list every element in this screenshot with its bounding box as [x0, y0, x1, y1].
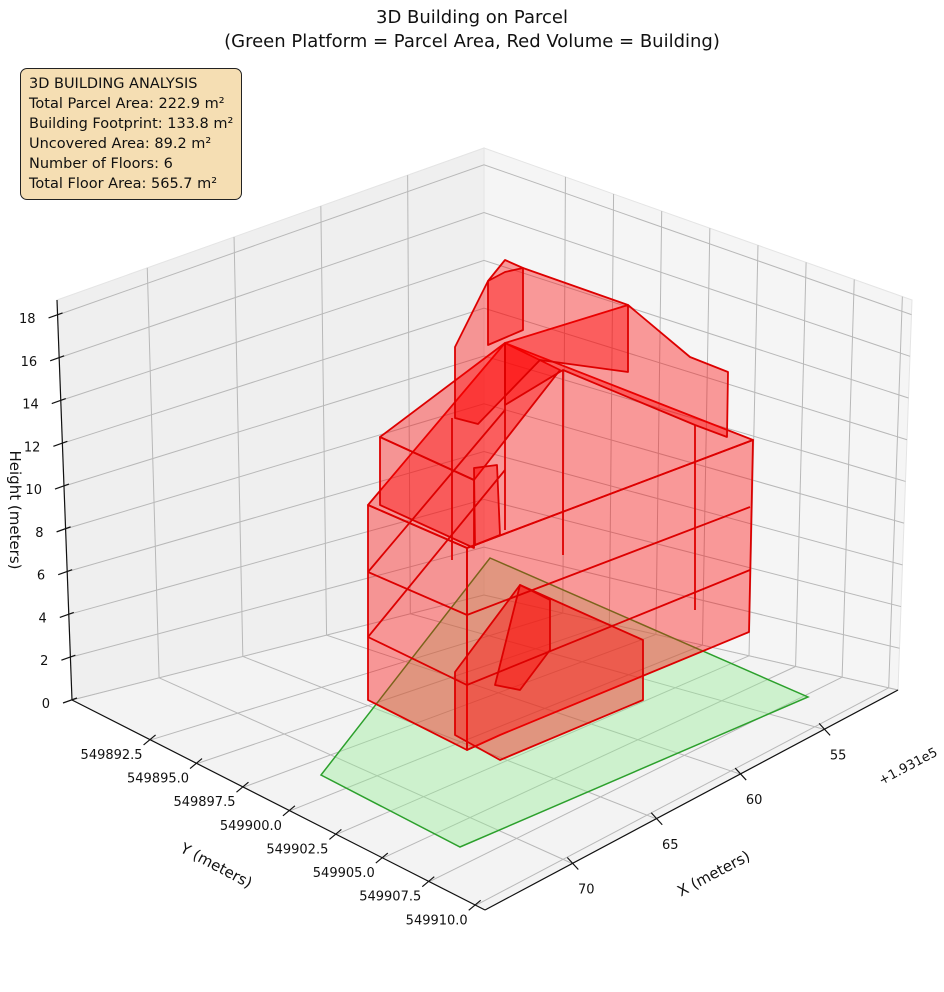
z-tick-label: 0	[42, 697, 50, 712]
y-tick	[282, 805, 296, 817]
info-line: Number of Floors: 6	[29, 156, 173, 172]
z-gridline	[70, 546, 900, 658]
y-tick	[375, 852, 389, 864]
z-gridline	[59, 212, 911, 359]
building-tower	[454, 259, 629, 425]
z-gridline	[60, 259, 909, 402]
building-notch	[473, 464, 501, 546]
z-tick	[57, 569, 73, 576]
z-tick	[59, 611, 74, 619]
y-axis-label: Y (meters)	[177, 839, 256, 892]
x-tick-label: 65	[662, 838, 679, 853]
x-tick-label: 55	[830, 748, 847, 763]
z-tick-label: 2	[40, 654, 48, 669]
z-tick-label: 16	[21, 355, 38, 370]
z-tick	[49, 355, 65, 362]
z-gridline	[62, 307, 908, 444]
z-gridline	[67, 451, 903, 573]
z-tick	[53, 440, 68, 447]
x-tick	[650, 812, 663, 826]
x-offset-label: +1.931e5	[876, 745, 940, 788]
y-tick	[421, 876, 435, 888]
y-tick-label: 549897.5	[173, 795, 235, 810]
y-tick-label: 549892.5	[81, 748, 143, 763]
y-tick-label: 549895.0	[127, 772, 189, 787]
parcel-platform	[319, 557, 810, 848]
z-gridline	[65, 403, 905, 530]
x-axis-label: X (meters)	[674, 847, 753, 900]
y-tick	[189, 758, 203, 770]
analysis-info-box: 3D BUILDING ANALYSIS Total Parcel Area: …	[20, 68, 243, 200]
z-tick-label: 14	[22, 398, 39, 413]
x-tick	[818, 722, 831, 736]
z-tick	[62, 697, 78, 704]
z-tick-label: 8	[35, 526, 43, 541]
info-line: Uncovered Area: 89.2 m²	[29, 136, 212, 152]
y-tick-label: 549910.0	[406, 913, 468, 928]
z-tick	[54, 483, 70, 490]
z-tick-label: 6	[37, 569, 45, 584]
x-tick-label: 60	[746, 793, 763, 808]
x-tick	[734, 767, 747, 781]
subtitle-line: (Green Platform = Parcel Area, Red Volum…	[224, 31, 720, 52]
building-edge	[367, 409, 506, 573]
y-tick-label: 549900.0	[220, 819, 282, 834]
y-tick	[468, 899, 482, 911]
z-tick-label: 12	[24, 440, 41, 455]
building-upper-left-face	[379, 436, 475, 549]
z-axis-line	[56, 299, 73, 701]
building-lower-left-face	[367, 504, 468, 751]
y-axis-line	[71, 699, 486, 911]
building-tower-inner	[487, 267, 524, 346]
z-tick	[56, 526, 71, 533]
info-line: Building Footprint: 133.8 m²	[29, 116, 234, 132]
y-tick-label: 549905.0	[313, 866, 375, 881]
z-gridline	[63, 355, 906, 487]
z-gridline	[57, 164, 912, 316]
z-tick	[61, 654, 76, 661]
info-line: Total Floor Area: 565.7 m²	[29, 176, 218, 192]
z-tick-label: 18	[19, 312, 36, 327]
x-axis-line	[484, 689, 899, 911]
z-tick-label: 10	[25, 483, 42, 498]
title-line: 3D Building on Parcel	[376, 7, 568, 28]
y-tick	[236, 781, 249, 793]
z-gridline	[68, 498, 902, 615]
building-edge	[367, 469, 506, 638]
chart-title: 3D Building on Parcel (Green Platform = …	[0, 6, 944, 54]
info-heading: 3D BUILDING ANALYSIS	[29, 76, 198, 92]
z-tick-label: 4	[39, 611, 47, 626]
y-tick-label: 549902.5	[266, 842, 328, 857]
y-tick-label: 549907.5	[359, 890, 421, 905]
y-tick	[143, 734, 156, 746]
z-tick	[51, 397, 66, 405]
y-tick	[328, 828, 342, 840]
x-tick	[566, 857, 579, 870]
building-edge	[367, 506, 751, 616]
building-lower-u-inner	[494, 584, 551, 691]
z-gridline	[71, 594, 899, 701]
z-tick	[48, 312, 63, 319]
x-tick-label: 70	[578, 882, 595, 897]
info-line: Total Parcel Area: 222.9 m²	[29, 96, 225, 112]
z-axis-label: Height (meters)	[6, 451, 24, 570]
building-edge	[367, 569, 751, 686]
